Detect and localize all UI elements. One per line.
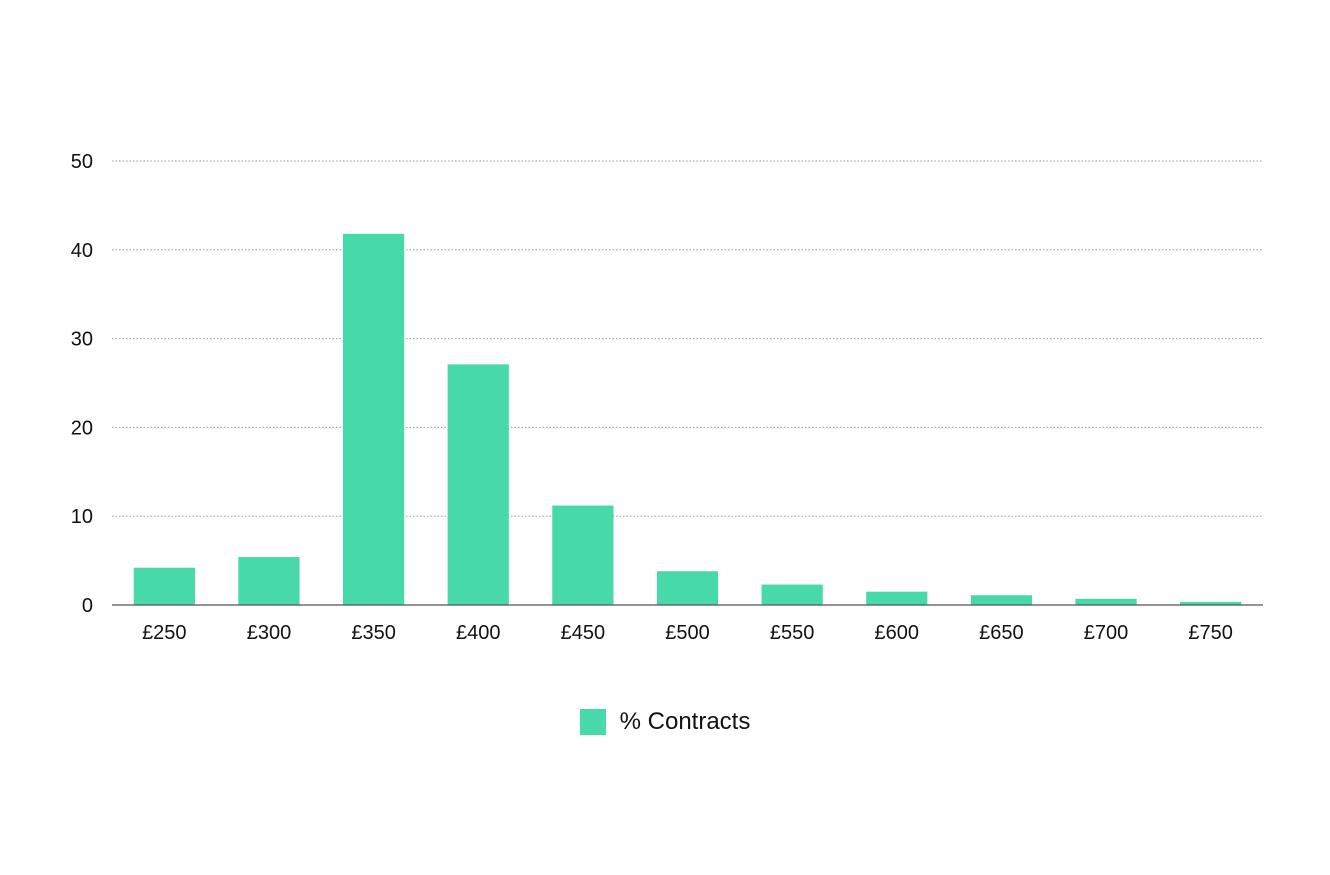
y-tick-label: 40 bbox=[71, 240, 93, 262]
bars bbox=[133, 233, 1242, 606]
bar bbox=[1075, 598, 1137, 605]
bar bbox=[552, 505, 614, 605]
gridlines bbox=[112, 160, 1263, 517]
bar bbox=[970, 595, 1033, 605]
bar bbox=[656, 571, 719, 605]
x-tick-label: £300 bbox=[247, 622, 292, 644]
axes: 0 10 20 30 40 50 £250 £300 £350 £400 £450 £500 £550 £… bbox=[71, 151, 1263, 644]
y-tick-label: 30 bbox=[71, 329, 93, 351]
x-tick-label: £400 bbox=[456, 622, 501, 644]
bar bbox=[342, 233, 405, 606]
x-tick-label: £750 bbox=[1188, 622, 1233, 644]
bar bbox=[866, 591, 928, 605]
y-tick-label: 0 bbox=[82, 595, 93, 617]
x-tick-label: £650 bbox=[979, 622, 1024, 644]
bar bbox=[761, 584, 823, 605]
x-tick-label: £350 bbox=[351, 622, 396, 644]
x-tick-label: £500 bbox=[665, 622, 710, 644]
legend-swatch bbox=[579, 709, 606, 735]
x-tick-label: £250 bbox=[142, 622, 187, 644]
x-tick-label: £550 bbox=[770, 622, 815, 644]
bar bbox=[1180, 601, 1242, 605]
legend-label: % Contracts bbox=[619, 708, 751, 735]
bar bbox=[133, 567, 195, 605]
y-tick-label: 50 bbox=[71, 151, 93, 173]
y-tick-label: 10 bbox=[71, 506, 93, 528]
x-tick-label: £700 bbox=[1084, 622, 1129, 644]
legend: % Contracts bbox=[0, 708, 1330, 736]
bar bbox=[238, 557, 300, 605]
x-tick-label: £600 bbox=[875, 622, 920, 644]
y-tick-label: 20 bbox=[71, 417, 93, 439]
bar bbox=[447, 364, 509, 605]
x-tick-label: £450 bbox=[561, 622, 606, 644]
